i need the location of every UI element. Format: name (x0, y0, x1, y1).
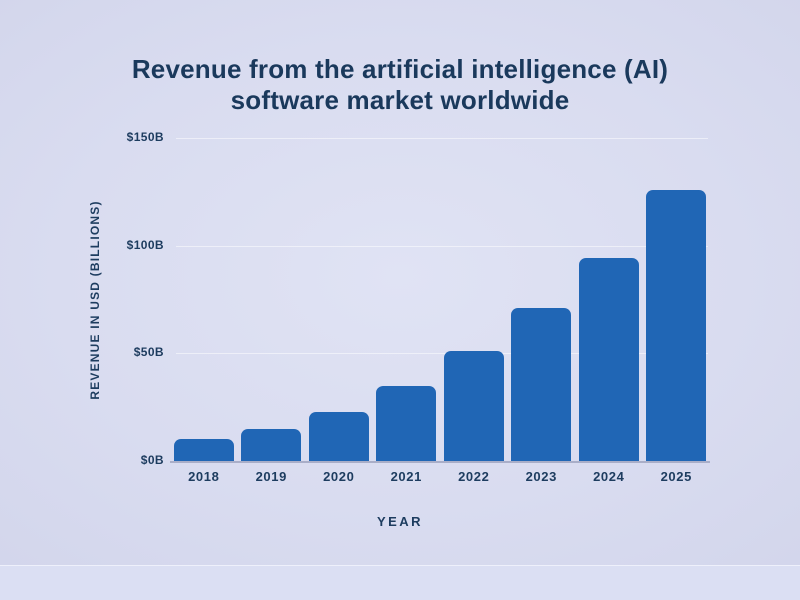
bar-slot-2024 (575, 138, 643, 461)
x-tick-label-2018: 2018 (188, 469, 220, 484)
x-tick-label-2023: 2023 (525, 469, 557, 484)
bar-2019 (241, 429, 302, 461)
x-tick-label-2024: 2024 (593, 469, 625, 484)
x-axis-title: YEAR (376, 514, 424, 529)
x-tick-label-2022: 2022 (458, 469, 490, 484)
bar-2022 (443, 351, 504, 461)
chart-title-line-2: software market worldwide (230, 85, 570, 115)
bar-slot-2020 (305, 138, 373, 461)
x-tick-label-2020: 2020 (323, 469, 355, 484)
bar-slot-2019 (238, 138, 306, 461)
y-tick-label-150b: $150B (126, 130, 164, 144)
x-tick-label-2021: 2021 (390, 469, 422, 484)
footer-divider-line (0, 565, 800, 566)
x-axis-ticks: 2018 2019 2020 2021 2022 2023 2024 2025 (170, 469, 710, 484)
gridline-50b (176, 353, 708, 355)
bar-2020 (308, 412, 369, 461)
bar-slot-2022 (440, 138, 508, 461)
bar-2025 (646, 190, 707, 461)
chart-title: Revenue from the artificial intelligence… (0, 54, 800, 116)
y-tick-label-50b: $50B (133, 345, 164, 360)
gridline-100b (176, 245, 708, 247)
chart-title-line-1: Revenue from the artificial intelligence… (131, 54, 669, 84)
x-tick-label-2025: 2025 (660, 469, 692, 484)
bar-slot-2018 (170, 138, 238, 461)
bar-series (170, 138, 710, 461)
bar-2021 (376, 386, 437, 461)
y-tick-label-100b: $100B (126, 237, 164, 252)
bar-slot-2025 (643, 138, 711, 461)
y-axis-title: REVENUE IN USD (BILLIONS) (88, 200, 102, 400)
footer-strip (0, 566, 800, 600)
bar-slot-2023 (508, 138, 576, 461)
bar-slot-2021 (373, 138, 441, 461)
bar-2023 (511, 308, 572, 461)
y-tick-label-0b: $0B (140, 453, 164, 467)
bar-2024 (578, 258, 639, 461)
x-axis-line (170, 461, 710, 463)
bar-2018 (173, 439, 234, 461)
gridline-150b (176, 138, 708, 139)
plot-area (170, 138, 710, 463)
x-tick-label-2019: 2019 (255, 469, 287, 484)
